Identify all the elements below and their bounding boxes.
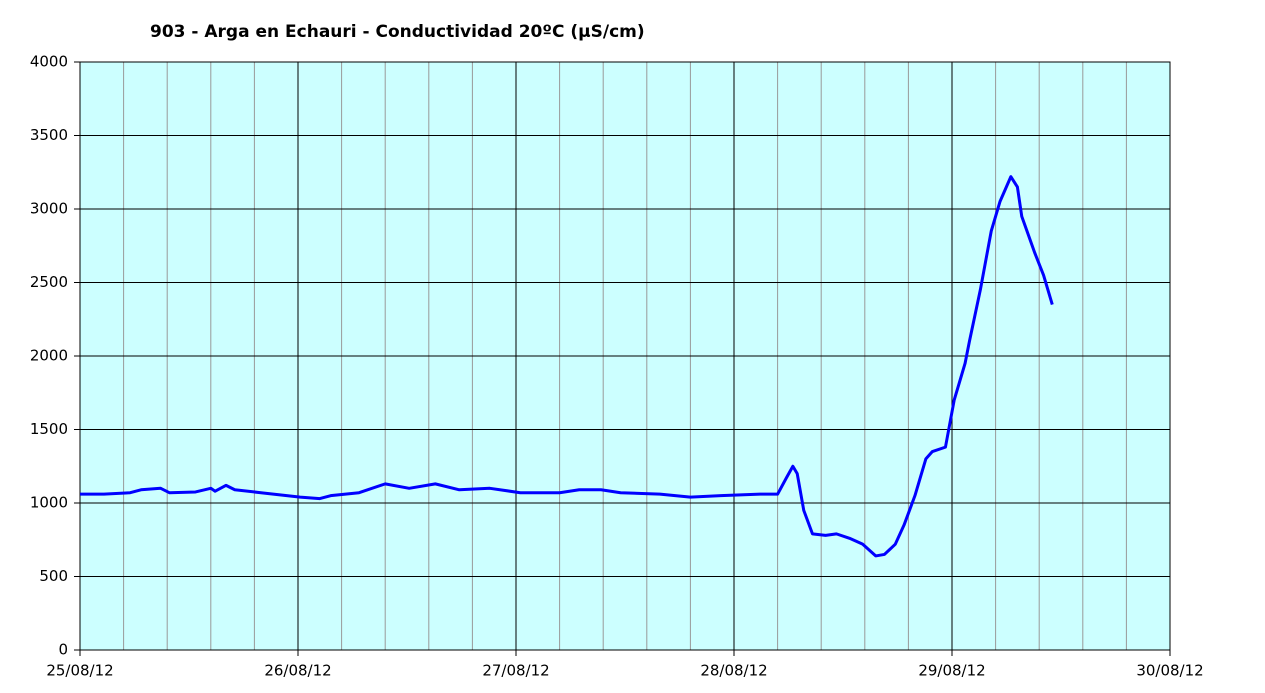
x-tick-label: 29/08/12	[918, 662, 985, 680]
y-tick-label: 1000	[30, 494, 68, 512]
y-tick-label: 2500	[30, 273, 68, 291]
y-tick-label: 2000	[30, 347, 68, 365]
y-tick-label: 500	[39, 567, 68, 585]
x-tick-label: 28/08/12	[700, 662, 767, 680]
x-tick-label: 26/08/12	[264, 662, 331, 680]
y-tick-label: 1500	[30, 420, 68, 438]
y-tick-label: 3000	[30, 200, 68, 218]
x-tick-label: 27/08/12	[482, 662, 549, 680]
x-tick-label: 30/08/12	[1136, 662, 1203, 680]
plot-border	[79, 61, 1171, 651]
y-tick-label: 4000	[30, 53, 68, 71]
y-tick-label: 3500	[30, 126, 68, 144]
chart-title: 903 - Arga en Echauri - Conductividad 20…	[150, 22, 645, 42]
line-series	[80, 175, 1054, 558]
x-tick-label: 25/08/12	[46, 662, 113, 680]
y-tick-label: 0	[58, 641, 68, 659]
